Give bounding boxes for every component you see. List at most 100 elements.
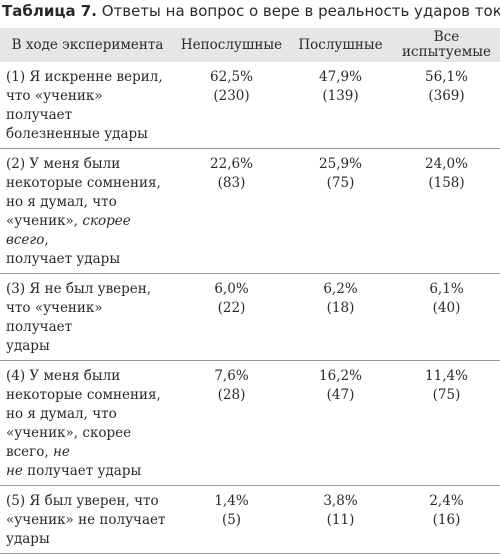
row-answer: (1) Я искренне верил, что «ученик» получа… [0,62,175,149]
cell-obedient: 6,2% (18) [288,273,393,361]
answer-text: не [52,444,70,460]
answer-line: получает удары [6,250,171,269]
answer-line: «ученик», скорее всего, [6,212,171,250]
answer-text: некоторые сомнения, [6,175,161,191]
answer-text: «ученик», [6,213,83,229]
answer-line: удары [6,530,171,549]
answer-line: но я думал, что [6,405,171,424]
cell-disobedient: 7,6% (28) [175,360,288,486]
answer-line: (4) У меня были [6,367,171,386]
header-row: В ходе эксперимента Непослушные Послушны… [0,28,500,62]
count-value: (83) [217,175,246,191]
row-answer: (5) Я был уверен, что «ученик» не получае… [0,485,175,554]
table-row: (3) Я не был уверен, что «ученик» получае… [0,273,500,361]
answer-line: «ученик», скорее всего, не [6,424,171,462]
percent-value: 24,0% [425,156,468,172]
answer-text: (1) Я искренне верил, [6,69,163,85]
count-value: (5) [221,512,242,528]
percent-value: 1,4% [214,493,249,509]
percent-value: 25,9% [319,156,362,172]
percent-value: 62,5% [210,69,253,85]
count-value: (230) [213,88,250,104]
answer-line: болезненные удары [6,125,171,144]
table-caption-text: Ответы на вопрос о вере в реальность уда… [96,2,500,20]
answer-text: не [6,463,23,479]
cell-obedient: 47,9% (139) [288,62,393,149]
percent-value: 3,8% [323,493,358,509]
cell-disobedient: 22,6% (83) [175,148,288,274]
cell-disobedient: 62,5% (230) [175,62,288,149]
count-value: (40) [432,300,461,316]
answer-line: (5) Я был уверен, что [6,492,171,511]
answer-line: (2) У меня были [6,155,171,174]
percent-value: 2,4% [429,493,464,509]
answer-text: «ученик», скорее всего, [6,425,132,460]
percent-value: 22,6% [210,156,253,172]
cell-all: 11,4% (75) [393,360,500,486]
count-value: (75) [432,387,461,403]
count-value: (75) [326,175,355,191]
answer-line: (3) Я не был уверен, [6,280,171,299]
row-answer: (4) У меня были некоторые сомнения, но я д… [0,360,175,486]
table-caption: Таблица 7. Ответы на вопрос о вере в реа… [2,2,500,20]
cell-obedient: 16,2% (47) [288,360,393,486]
count-value: (369) [428,88,465,104]
answer-line: «ученик» не получает [6,511,171,530]
answer-text: , [44,232,49,248]
answer-line: что «ученик» получает [6,299,171,337]
answer-text: (4) У меня были [6,368,121,384]
answer-line: некоторые сомнения, [6,386,171,405]
percent-value: 6,0% [214,281,249,297]
percent-value: 16,2% [319,368,362,384]
answer-text: болезненные удары [6,126,148,142]
table-row: (1) Я искренне верил, что «ученик» получа… [0,62,500,149]
percent-value: 56,1% [425,69,468,85]
count-value: (18) [326,300,355,316]
answer-text: «ученик» не получает [6,512,166,528]
table-body: (1) Я искренне верил, что «ученик» получа… [0,62,500,554]
answer-line: что «ученик» получает [6,87,171,125]
header-all: Все испытуемые [393,28,500,62]
table-row: (2) У меня были некоторые сомнения, но я д… [0,148,500,274]
answer-line: некоторые сомнения, [6,174,171,193]
belief-table: В ходе эксперимента Непослушные Послушны… [0,28,500,554]
header-all-line2: испытуемые [402,44,491,60]
count-value: (47) [326,387,355,403]
cell-all: 24,0% (158) [393,148,500,274]
answer-text: (2) У меня были [6,156,121,172]
count-value: (28) [217,387,246,403]
answer-text: (5) Я был уверен, что [6,493,159,509]
answer-text: что «ученик» получает [6,300,103,335]
answer-text: получает удары [22,463,142,479]
header-all-line1: Все [433,29,460,45]
answer-line: (1) Я искренне верил, [6,68,171,87]
cell-obedient: 25,9% (75) [288,148,393,274]
header-disobedient: Непослушные [180,36,283,53]
answer-text: скорее всего [6,213,131,248]
cell-disobedient: 1,4% (5) [175,485,288,554]
percent-value: 47,9% [319,69,362,85]
count-value: (16) [432,512,461,528]
table-row: (4) У меня были некоторые сомнения, но я д… [0,360,500,486]
answer-text: получает удары [6,251,121,267]
answer-line: удары [6,337,171,356]
table-caption-label: Таблица 7. [2,2,97,20]
count-value: (158) [428,175,465,191]
cell-all: 6,1% (40) [393,273,500,361]
count-value: (22) [217,300,246,316]
cell-obedient: 3,8% (11) [288,485,393,554]
row-answer: (3) Я не был уверен, что «ученик» получае… [0,273,175,361]
cell-all: 56,1% (369) [393,62,500,149]
header-condition: В ходе эксперимента [11,36,164,53]
table-row: (5) Я был уверен, что «ученик» не получае… [0,485,500,554]
cell-disobedient: 6,0% (22) [175,273,288,361]
answer-text: (3) Я не был уверен, [6,281,152,297]
percent-value: 7,6% [214,368,249,384]
percent-value: 6,2% [323,281,358,297]
row-answer: (2) У меня были некоторые сомнения, но я д… [0,148,175,274]
answer-text: что «ученик» получает [6,88,103,123]
header-obedient: Послушные [298,36,383,53]
percent-value: 11,4% [425,368,468,384]
count-value: (139) [322,88,359,104]
table-header: В ходе эксперимента Непослушные Послушны… [0,28,500,62]
